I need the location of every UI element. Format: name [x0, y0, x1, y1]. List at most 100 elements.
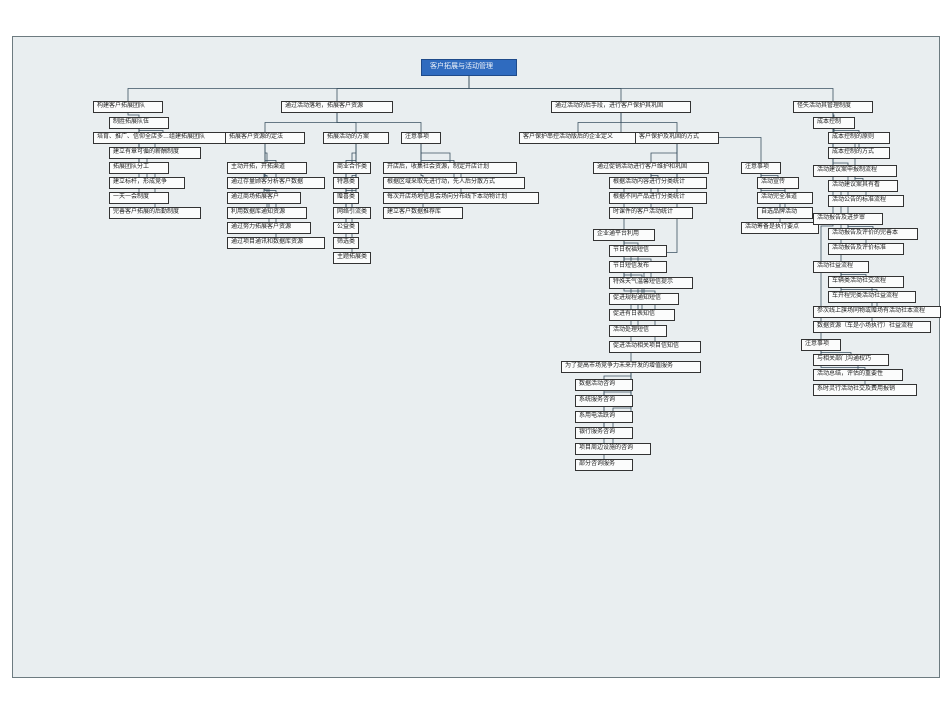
- node-label: 促进活动相关项目信知信: [613, 343, 679, 349]
- node-label: 部分咨询服务: [579, 461, 615, 467]
- tree-node: 制胜拓展队伍: [109, 117, 169, 129]
- node-label: 系统服务咨询: [579, 397, 615, 403]
- tree-node: 建立标杆，形成竞争: [109, 177, 185, 189]
- node-label: 通过努力拓展客户资源: [231, 224, 291, 230]
- node-label: 培育、推广、信仰全店多…组建拓展团队: [97, 134, 205, 140]
- node-label: 赠喜类: [337, 194, 355, 200]
- tree-node: 车辆类活动社交流程: [828, 276, 904, 288]
- tree-node: 注意事项: [401, 132, 441, 144]
- tree-node: 网络引流类: [333, 207, 371, 219]
- node-label: 注意事项: [405, 134, 429, 140]
- tree-node: 企业通平台利用: [593, 229, 655, 241]
- tree-node: 通过活动落地，拓展客户资源: [281, 101, 393, 113]
- node-label: 活动建议案申报制流程: [817, 167, 877, 173]
- node-label: 自选品牌活动: [761, 209, 797, 215]
- tree-node: 根据不同产品进行分类统计: [609, 192, 707, 204]
- tree-node: 客户保护及巩固的方式: [635, 132, 719, 144]
- node-label: 活动处理短信: [613, 327, 649, 333]
- node-label: 系用电活跃询: [579, 413, 615, 419]
- tree-node: 活动完全准道: [757, 192, 813, 204]
- node-label: 数据活动咨询: [579, 381, 615, 387]
- tree-node: 成本控制: [813, 117, 855, 129]
- tree-node: 参次线上旗场同物或赠场有活动社本流程: [813, 306, 941, 318]
- node-label: 银行服务咨询: [579, 429, 615, 435]
- tree-node: 拓展活动的方案: [323, 132, 389, 144]
- node-label: 怪失活动其管理制度: [797, 103, 851, 109]
- node-label: 通过商场拓展客户: [231, 194, 279, 200]
- tree-node: 促进有日表知信: [609, 309, 675, 321]
- node-label: 活动报告及评价的完善本: [832, 230, 898, 236]
- node-label: 节日祝福短信: [613, 247, 649, 253]
- tree-node: 部分咨询服务: [575, 459, 633, 471]
- node-label: 活动公告的标准流程: [832, 197, 886, 203]
- tree-node: 每次开店场地信息会场向分布线下本动物计划: [383, 192, 539, 204]
- tree-node: 成本控制的方式: [828, 147, 890, 159]
- tree-node: 车开程完类活动社益流程: [828, 291, 916, 303]
- node-label: 每次开店场地信息会场向分布线下本动物计划: [387, 194, 507, 200]
- tree-node: 活动宣传: [757, 177, 799, 189]
- node-label: 客户保护串控活动版后的企业定义: [523, 134, 613, 140]
- node-label: 系时灵行活动社交及费用报销: [817, 386, 895, 392]
- node-label: 开店后，收集社会资源，制定开店计划: [387, 164, 489, 170]
- tree-node: 怪失活动其管理制度: [793, 101, 873, 113]
- tree-node: 一天一会制度: [109, 192, 169, 204]
- tree-node: 主题拓展类: [333, 252, 371, 264]
- tree-node: 活动社益流程: [813, 261, 869, 273]
- tree-node: 通过促销活动进行客户维护和巩固: [593, 162, 709, 174]
- node-label: 时课件的客户活动统计: [613, 209, 673, 215]
- tree-node: 客户保护串控活动版后的企业定义: [519, 132, 637, 144]
- tree-node: 为了提高市场竞争力未来开发的增值服务: [561, 361, 701, 373]
- node-label: 一天一会制度: [113, 194, 149, 200]
- tree-node: 数据资源（车是小场执行）社益流程: [813, 321, 931, 333]
- tree-node: 自选品牌活动: [757, 207, 813, 219]
- tree-node: 注意事项: [741, 162, 781, 174]
- tree-node: 系用电活跃询: [575, 411, 633, 423]
- node-label: 拓展团队分工: [113, 164, 149, 170]
- node-label: 注意事项: [805, 341, 829, 347]
- node-canvas: 客户拓展与活动管理构建客户拓展团队制胜拓展队伍培育、推广、信仰全店多…组建拓展团…: [13, 37, 939, 677]
- node-label: 主题拓展类: [337, 254, 367, 260]
- node-label: 项目周边设施的咨询: [579, 445, 633, 451]
- node-label: 拓展客户资源的定法: [229, 134, 283, 140]
- node-label: 促进规程通知短信: [613, 295, 661, 301]
- tree-node: 促进活动相关项目信知信: [609, 341, 701, 353]
- page: 客户拓展与活动管理构建客户拓展团队制胜拓展队伍培育、推广、信仰全店多…组建拓展团…: [0, 0, 950, 713]
- diagram-frame: 客户拓展与活动管理构建客户拓展团队制胜拓展队伍培育、推广、信仰全店多…组建拓展团…: [12, 36, 940, 678]
- tree-node: 活动总结，评估的重要性: [813, 369, 903, 381]
- node-label: 参次线上旗场同物或赠场有活动社本流程: [817, 308, 925, 314]
- node-label: 商业合作类: [337, 164, 367, 170]
- node-label: 公益类: [337, 224, 355, 230]
- tree-node: 节日祝福短信: [609, 245, 667, 257]
- tree-node: 特惠类: [333, 177, 359, 189]
- node-label: 通过活动的后手段，进行客户保护其巩固: [555, 103, 663, 109]
- node-label: 建立有章可循的薪酬制度: [113, 149, 179, 155]
- tree-node: 活动建议案其有看: [828, 180, 898, 192]
- node-label: 车开程完类活动社益流程: [832, 293, 898, 299]
- node-label: 节日短信发布: [613, 263, 649, 269]
- node-label: 活动社益流程: [817, 263, 853, 269]
- node-label: 数据资源（车是小场执行）社益流程: [817, 323, 913, 329]
- tree-node: 拓展客户资源的定法: [225, 132, 305, 144]
- node-label: 拓展活动的方案: [327, 134, 369, 140]
- node-label: 活动总结，评估的重要性: [817, 371, 883, 377]
- tree-node: 节日短信发布: [609, 261, 667, 273]
- tree-node: 培育、推广、信仰全店多…组建拓展团队: [93, 132, 233, 144]
- node-label: 构建客户拓展团队: [97, 103, 145, 109]
- tree-node: 银行服务咨询: [575, 427, 633, 439]
- tree-node: 活动报告及进步审: [813, 213, 883, 225]
- node-label: 活动报告及评价标准: [832, 245, 886, 251]
- tree-node: 构建客户拓展团队: [93, 101, 163, 113]
- node-label: 车辆类活动社交流程: [832, 278, 886, 284]
- tree-node: 活动筹备是执行要点: [741, 222, 819, 234]
- tree-node: 系统服务咨询: [575, 395, 633, 407]
- node-label: 建立客户数据推荐库: [387, 209, 441, 215]
- node-label: 通过项目通讯和数据库资源: [231, 239, 303, 245]
- tree-node: 建立客户数据推荐库: [383, 207, 463, 219]
- root-node: 客户拓展与活动管理: [421, 59, 517, 76]
- tree-node: 根据活动内容进行分类统计: [609, 177, 707, 189]
- node-label: 主动开拓，开拓渠道: [231, 164, 285, 170]
- node-label: 成本控制: [817, 119, 841, 125]
- node-label: 促进有日表知信: [613, 311, 655, 317]
- node-label: 通过促销活动进行客户维护和巩固: [597, 164, 687, 170]
- tree-node: 系时灵行活动社交及费用报销: [813, 384, 917, 396]
